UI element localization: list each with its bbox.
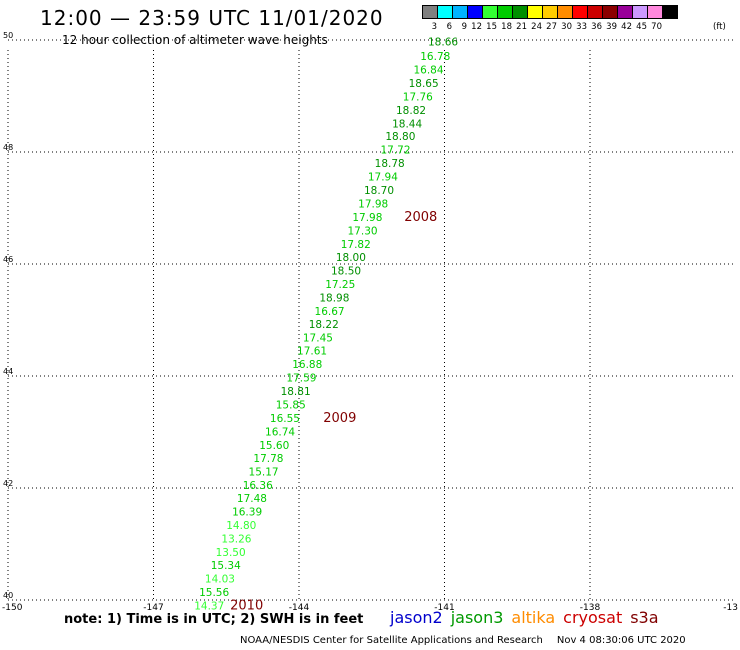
scale-label: 39 xyxy=(606,22,617,32)
wave-height-value: 17.94 xyxy=(368,172,398,184)
wave-height-value: 18.98 xyxy=(319,293,349,305)
satellite-altika: altika xyxy=(511,608,556,627)
color-scale-labels: 3 6 9 12 15 18 21 24 27 30 33 36 39 42 45 70 xyxy=(422,22,662,32)
wave-height-value: 16.36 xyxy=(243,480,273,492)
wave-height-value: 16.39 xyxy=(232,506,262,518)
satellite-jason2: jason2 xyxy=(390,608,443,627)
lon-tick-label: -147 xyxy=(143,603,163,613)
scale-label: 33 xyxy=(576,22,587,32)
scale-label: 6 xyxy=(446,22,452,32)
wave-height-value: 18.70 xyxy=(364,185,394,197)
wave-height-value: 16.84 xyxy=(413,65,443,77)
satellite-s3a: s3a xyxy=(630,608,659,627)
wave-height-value: 18.78 xyxy=(375,158,405,170)
scale-label: 9 xyxy=(461,22,467,32)
wave-height-value: 15.34 xyxy=(211,560,241,572)
wave-height-value: 15.56 xyxy=(199,587,229,599)
wave-height-value: 18.66 xyxy=(428,37,458,49)
wave-height-value: 17.82 xyxy=(341,239,371,251)
color-scale-unit: (ft) xyxy=(713,22,726,32)
wave-height-value: 13.26 xyxy=(221,533,251,545)
wave-height-value: 18.22 xyxy=(309,319,339,331)
scale-label: 18 xyxy=(501,22,512,32)
scale-label: 15 xyxy=(486,22,497,32)
wave-height-value: 17.78 xyxy=(253,453,283,465)
scale-label: 12 xyxy=(471,22,482,32)
scale-label: 27 xyxy=(546,22,557,32)
wave-height-value: 16.55 xyxy=(270,413,300,425)
scale-label: 70 xyxy=(651,22,662,32)
wave-height-value: 16.78 xyxy=(420,51,450,63)
wave-height-value: 18.44 xyxy=(392,118,422,130)
wave-height-value: 17.30 xyxy=(348,225,378,237)
map-title: 12:00 — 23:59 UTC 11/01/2020 xyxy=(40,6,384,30)
lat-tick-label: 50 xyxy=(3,31,13,40)
color-scale-legend xyxy=(422,5,678,19)
lat-tick-label: 44 xyxy=(3,367,13,376)
time-label: 2009 xyxy=(323,411,356,426)
satellite-cryosat: cryosat xyxy=(563,608,623,627)
time-label: 2008 xyxy=(404,210,437,225)
credit-line: NOAA/NESDIS Center for Satellite Applica… xyxy=(240,635,686,646)
scale-label: 3 xyxy=(431,22,437,32)
wave-height-value: 18.00 xyxy=(336,252,366,264)
time-label: 2010 xyxy=(230,599,263,614)
wave-height-value: 17.76 xyxy=(403,91,433,103)
scale-label: 24 xyxy=(531,22,542,32)
wave-height-value: 17.25 xyxy=(325,279,355,291)
lon-tick-label: -144 xyxy=(289,603,310,613)
lat-tick-label: 40 xyxy=(3,591,13,600)
wave-height-value: 18.80 xyxy=(385,131,415,143)
wave-height-value: 15.17 xyxy=(249,467,279,479)
wave-height-value: 17.98 xyxy=(358,198,388,210)
map-subtitle: 12 hour collection of altimeter wave hei… xyxy=(62,33,328,47)
lon-tick-label: -141 xyxy=(434,603,454,613)
wave-height-value: 17.98 xyxy=(352,212,382,224)
wave-height-value: 13.50 xyxy=(216,547,246,559)
scale-label: 45 xyxy=(636,22,647,32)
lon-tick-label: -13 xyxy=(723,603,738,613)
footnote: note: 1) Time is in UTC; 2) SWH is in fe… xyxy=(64,612,364,627)
wave-height-value: 15.85 xyxy=(276,399,306,411)
wave-height-value: 17.72 xyxy=(380,145,410,157)
generated-timestamp: Nov 4 08:30:06 UTC 2020 xyxy=(556,635,686,646)
lon-tick-label: -150 xyxy=(2,603,23,613)
scale-label: 21 xyxy=(516,22,527,32)
wave-height-value: 16.67 xyxy=(315,306,345,318)
satellite-jason3: jason3 xyxy=(450,608,504,627)
wave-height-value: 18.65 xyxy=(409,78,439,90)
lat-tick-label: 46 xyxy=(3,255,13,264)
scale-label: 30 xyxy=(561,22,572,32)
wave-height-value: 17.45 xyxy=(303,332,333,344)
lon-tick-label: -138 xyxy=(580,603,601,613)
wave-height-value: 16.88 xyxy=(292,359,322,371)
wave-height-value: 17.48 xyxy=(237,493,267,505)
satellite-legend: jason2 jason3 altika cryosat s3a xyxy=(390,608,667,627)
wave-height-value: 18.82 xyxy=(396,105,426,117)
wave-height-value: 18.50 xyxy=(331,266,361,278)
lat-tick-label: 42 xyxy=(3,479,13,488)
scale-swatch-16 xyxy=(662,5,678,19)
wave-height-value: 17.59 xyxy=(286,373,316,385)
wave-height-value: 14.37 xyxy=(194,601,224,613)
lat-tick-label: 48 xyxy=(3,143,13,152)
wave-height-value: 14.80 xyxy=(226,520,256,532)
credit-text: NOAA/NESDIS Center for Satellite Applica… xyxy=(240,635,543,646)
wave-height-value: 16.74 xyxy=(265,426,295,438)
wave-height-value: 15.60 xyxy=(259,440,289,452)
scale-label: 42 xyxy=(621,22,632,32)
wave-height-value: 17.61 xyxy=(297,346,327,358)
wave-height-value: 14.03 xyxy=(205,574,235,586)
scale-label: 36 xyxy=(591,22,602,32)
wave-height-value: 18.81 xyxy=(281,386,311,398)
